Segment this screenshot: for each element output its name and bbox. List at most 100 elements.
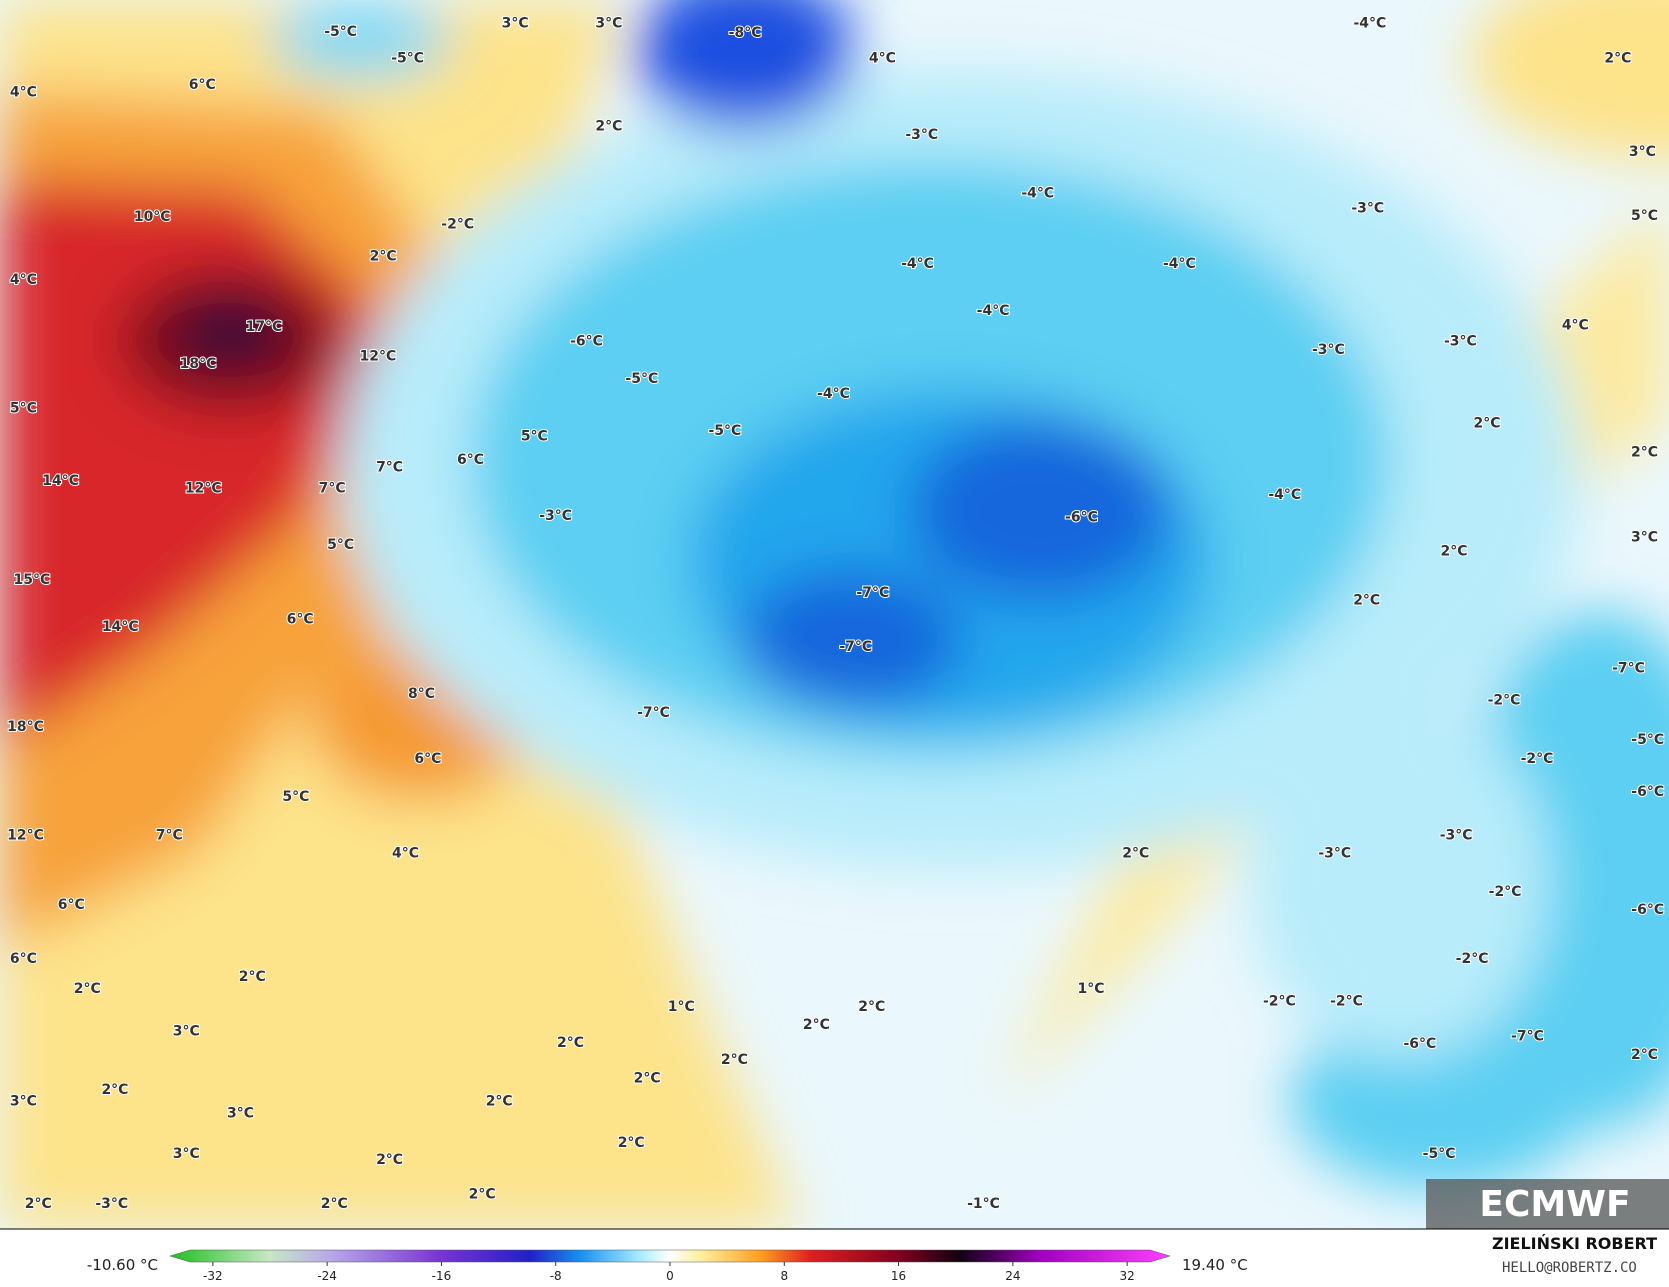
colorbar: -10.60 °C 19.40 °C -32 -24 -16 -8 0 8 16 24 32 bbox=[87, 1249, 1248, 1283]
temperature-label: 2°C bbox=[469, 1186, 496, 1202]
temperature-label: 7°C bbox=[156, 828, 183, 844]
credit-author: ZIELIŃSKI ROBERT bbox=[1492, 1234, 1657, 1253]
temperature-label: 6°C bbox=[287, 611, 314, 627]
temperature-label: -3°C bbox=[95, 1196, 128, 1212]
temperature-label: 2°C bbox=[595, 119, 622, 135]
temperature-label: 6°C bbox=[58, 897, 85, 913]
temperature-label: 3°C bbox=[1629, 144, 1656, 160]
temperature-label: -8°C bbox=[729, 25, 762, 41]
temperature-label: -6°C bbox=[1631, 784, 1664, 800]
temperature-label: 14°C bbox=[102, 619, 139, 635]
temperature-label: -7°C bbox=[637, 705, 670, 721]
temperature-label: -1°C bbox=[967, 1196, 1000, 1212]
temperature-label: -3°C bbox=[1444, 334, 1477, 350]
temperature-label: -2°C bbox=[1489, 884, 1522, 900]
colorbar-tick-label: -32 bbox=[203, 1269, 223, 1283]
temperature-label: -3°C bbox=[1351, 201, 1384, 217]
temperature-label: 2°C bbox=[1473, 416, 1500, 432]
temperature-label: 6°C bbox=[10, 951, 37, 967]
temperature-label: 3°C bbox=[10, 1094, 37, 1110]
temperature-label: 5°C bbox=[327, 537, 354, 553]
temperature-label: -3°C bbox=[1312, 342, 1345, 358]
credit-contact: HELLO@ROBERTZ.CO bbox=[1502, 1260, 1637, 1276]
temperature-label: -2°C bbox=[441, 217, 474, 233]
temperature-label: -7°C bbox=[1612, 660, 1645, 676]
temperature-label: -4°C bbox=[977, 303, 1010, 319]
temperature-label: 2°C bbox=[721, 1052, 748, 1068]
temperature-label: 18°C bbox=[7, 719, 44, 735]
temperature-label: -4°C bbox=[817, 386, 850, 402]
logo: ECMWF bbox=[1426, 1179, 1669, 1229]
temperature-label: -5°C bbox=[1631, 732, 1664, 748]
temperature-label: -6°C bbox=[570, 334, 603, 350]
temperature-label: -5°C bbox=[1423, 1146, 1456, 1162]
temperature-label: 15°C bbox=[14, 572, 51, 588]
temperature-field bbox=[0, 0, 1669, 1229]
temperature-label: 2°C bbox=[803, 1017, 830, 1033]
map-labels: 3°C 3°C -8°C -5°C -5°C -4°C 2°C 6°C 4°C 4°C 2°C -3°… bbox=[6, 14, 1665, 1212]
temperature-label: -3°C bbox=[905, 127, 938, 143]
temperature-label: 5°C bbox=[10, 401, 37, 417]
temperature-label: 18°C bbox=[180, 356, 217, 372]
colorbar-tick-label: 0 bbox=[666, 1269, 674, 1283]
temperature-label: 14°C bbox=[42, 473, 79, 489]
temperature-label: 2°C bbox=[1440, 543, 1467, 559]
temperature-label: -3°C bbox=[1440, 828, 1473, 844]
temperature-label: 2°C bbox=[1631, 444, 1658, 460]
temperature-label: 5°C bbox=[521, 428, 548, 444]
colorbar-tick-label: 16 bbox=[891, 1269, 906, 1283]
temperature-label: 4°C bbox=[869, 51, 896, 67]
temperature-label: 12°C bbox=[7, 828, 44, 844]
temperature-label: -4°C bbox=[1021, 186, 1054, 202]
temperature-label: 3°C bbox=[1631, 530, 1658, 546]
temperature-label: 3°C bbox=[227, 1105, 254, 1121]
colorbar-tick-label: -16 bbox=[432, 1269, 452, 1283]
temperature-label: 12°C bbox=[359, 349, 396, 365]
temperature-label: 2°C bbox=[557, 1035, 584, 1051]
temperature-label: -5°C bbox=[391, 51, 424, 67]
temperature-label: -2°C bbox=[1456, 951, 1489, 967]
temperature-label: 2°C bbox=[101, 1082, 128, 1098]
temperature-label: 4°C bbox=[10, 272, 37, 288]
colorbar-tick-label: -8 bbox=[550, 1269, 562, 1283]
colorbar-tick-label: 24 bbox=[1005, 1269, 1020, 1283]
temperature-label: 2°C bbox=[376, 1152, 403, 1168]
temperature-label: 6°C bbox=[414, 751, 441, 767]
temperature-label: -3°C bbox=[1318, 846, 1351, 862]
temperature-label: -6°C bbox=[1404, 1036, 1437, 1052]
temperature-label: -4°C bbox=[1163, 256, 1196, 272]
temperature-label: 5°C bbox=[282, 789, 309, 805]
temperature-label: -6°C bbox=[1065, 509, 1098, 525]
temperature-label: 2°C bbox=[239, 969, 266, 985]
temperature-label: 2°C bbox=[634, 1070, 661, 1086]
temperature-label: 2°C bbox=[858, 999, 885, 1015]
temperature-label: 6°C bbox=[189, 77, 216, 93]
colorbar-ramp bbox=[169, 1249, 1171, 1263]
temperature-label: -4°C bbox=[901, 256, 934, 272]
temperature-label: -2°C bbox=[1330, 994, 1363, 1010]
temperature-label: 7°C bbox=[376, 459, 403, 475]
temperature-label: 3°C bbox=[173, 1023, 200, 1039]
temperature-label: -7°C bbox=[856, 585, 889, 601]
temperature-label: 5°C bbox=[1631, 208, 1658, 224]
temperature-label: -5°C bbox=[708, 423, 741, 439]
temperature-label: -2°C bbox=[1521, 751, 1554, 767]
temperature-label: 4°C bbox=[392, 846, 419, 862]
temperature-label: -7°C bbox=[839, 639, 872, 655]
temperature-label: 6°C bbox=[457, 452, 484, 468]
temperature-label: 2°C bbox=[1631, 1047, 1658, 1063]
temperature-label: 2°C bbox=[486, 1094, 513, 1110]
temperature-label: 2°C bbox=[25, 1196, 52, 1212]
temperature-label: 1°C bbox=[668, 999, 695, 1015]
temperature-label: 17°C bbox=[246, 319, 283, 335]
temperature-label: 7°C bbox=[319, 481, 346, 497]
temperature-label: 4°C bbox=[1562, 318, 1589, 334]
temperature-label: 8°C bbox=[408, 686, 435, 702]
temperature-label: 2°C bbox=[1122, 846, 1149, 862]
temperature-label: -5°C bbox=[625, 371, 658, 387]
temperature-label: 2°C bbox=[321, 1196, 348, 1212]
temperature-label: 3°C bbox=[595, 15, 622, 31]
